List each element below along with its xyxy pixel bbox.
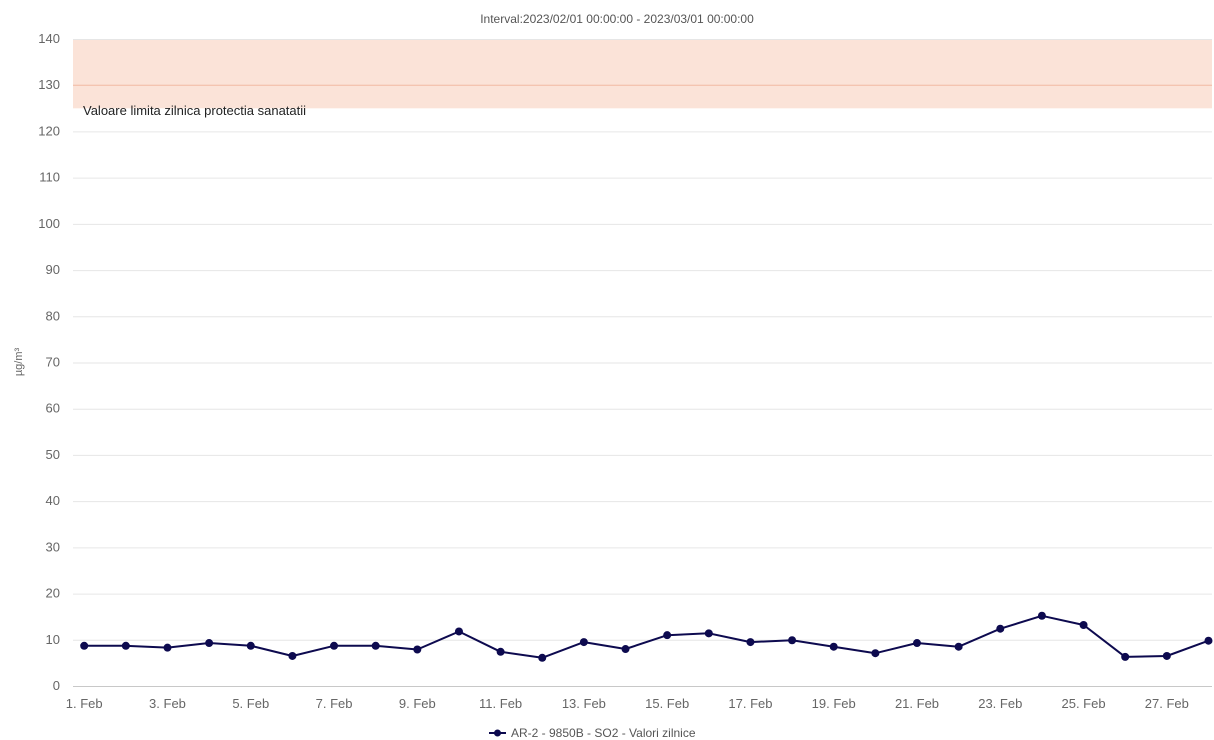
limit-band xyxy=(73,39,1212,109)
data-point[interactable] xyxy=(413,645,422,654)
x-tick-label: 19. Feb xyxy=(812,696,856,711)
data-point[interactable] xyxy=(205,639,214,648)
y-tick-label: 0 xyxy=(53,678,60,693)
y-tick-label: 20 xyxy=(46,586,60,601)
data-point[interactable] xyxy=(1037,611,1046,620)
limit-band-area xyxy=(73,39,1212,109)
series-ar2-so2 xyxy=(80,611,1213,662)
data-point[interactable] xyxy=(954,642,963,651)
y-tick-label: 60 xyxy=(46,401,60,416)
x-tick-label: 9. Feb xyxy=(399,696,436,711)
data-point[interactable] xyxy=(454,627,463,636)
legend-series-label[interactable]: AR-2 - 9850B - SO2 - Valori zilnice xyxy=(511,726,696,740)
data-point[interactable] xyxy=(371,641,380,650)
data-point[interactable] xyxy=(121,641,130,650)
y-tick-label: 10 xyxy=(46,632,60,647)
data-point[interactable] xyxy=(1079,620,1088,629)
x-tick-label: 3. Feb xyxy=(149,696,186,711)
data-point[interactable] xyxy=(1121,652,1130,661)
x-tick-label: 17. Feb xyxy=(728,696,772,711)
x-tick-label: 27. Feb xyxy=(1145,696,1189,711)
x-tick-label: 25. Feb xyxy=(1062,696,1106,711)
data-point[interactable] xyxy=(538,653,547,662)
data-point[interactable] xyxy=(996,624,1005,633)
y-tick-label: 90 xyxy=(46,262,60,277)
data-point[interactable] xyxy=(913,639,921,648)
data-point[interactable] xyxy=(330,641,339,650)
x-tick-label: 23. Feb xyxy=(978,696,1022,711)
x-axis-ticks: 1. Feb 3. Feb 5. Feb 7. Feb 9. Feb 11. Feb 13.… xyxy=(66,696,1189,711)
data-point[interactable] xyxy=(746,638,755,647)
limit-band-label: Valoare limita zilnica protectia sanatat… xyxy=(83,103,306,118)
data-point[interactable] xyxy=(829,642,838,651)
data-point[interactable] xyxy=(163,643,172,652)
y-tick-label: 80 xyxy=(46,308,60,323)
data-point[interactable] xyxy=(663,631,672,640)
data-point[interactable] xyxy=(1204,636,1213,645)
x-tick-label: 11. Feb xyxy=(479,696,522,711)
data-point[interactable] xyxy=(579,638,588,647)
data-point[interactable] xyxy=(80,641,89,650)
y-tick-label: 140 xyxy=(38,31,60,46)
legend[interactable]: AR-2 - 9850B - SO2 - Valori zilnice xyxy=(489,726,696,740)
x-tick-label: 21. Feb xyxy=(895,696,939,711)
x-tick-label: 15. Feb xyxy=(645,696,689,711)
x-tick-label: 1. Feb xyxy=(66,696,103,711)
gridlines xyxy=(73,39,1212,687)
y-tick-label: 70 xyxy=(46,355,60,370)
y-tick-label: 130 xyxy=(38,77,60,92)
chart-title: Interval:2023/02/01 00:00:00 - 2023/03/0… xyxy=(480,12,754,26)
data-point[interactable] xyxy=(704,629,713,638)
y-tick-label: 50 xyxy=(46,447,60,462)
x-tick-label: 5. Feb xyxy=(232,696,269,711)
y-axis-label: µg/m³ xyxy=(13,347,25,376)
y-tick-label: 30 xyxy=(46,539,60,554)
legend-marker-icon xyxy=(494,729,501,737)
y-tick-label: 40 xyxy=(46,493,60,508)
y-axis-ticks: 0 10 20 30 40 50 60 70 80 90 100 110 120 130 140 xyxy=(38,31,60,693)
series-line xyxy=(84,614,1209,659)
y-tick-label: 120 xyxy=(38,123,60,138)
data-point[interactable] xyxy=(246,641,255,650)
x-tick-label: 13. Feb xyxy=(562,696,606,711)
data-point[interactable] xyxy=(621,645,630,654)
data-point[interactable] xyxy=(1162,651,1171,660)
data-point[interactable] xyxy=(496,647,505,656)
x-tick-label: 7. Feb xyxy=(316,696,353,711)
data-point[interactable] xyxy=(288,651,297,660)
data-point[interactable] xyxy=(788,636,797,645)
y-tick-label: 110 xyxy=(39,170,60,185)
y-tick-label: 100 xyxy=(38,216,60,231)
data-point[interactable] xyxy=(871,649,880,658)
